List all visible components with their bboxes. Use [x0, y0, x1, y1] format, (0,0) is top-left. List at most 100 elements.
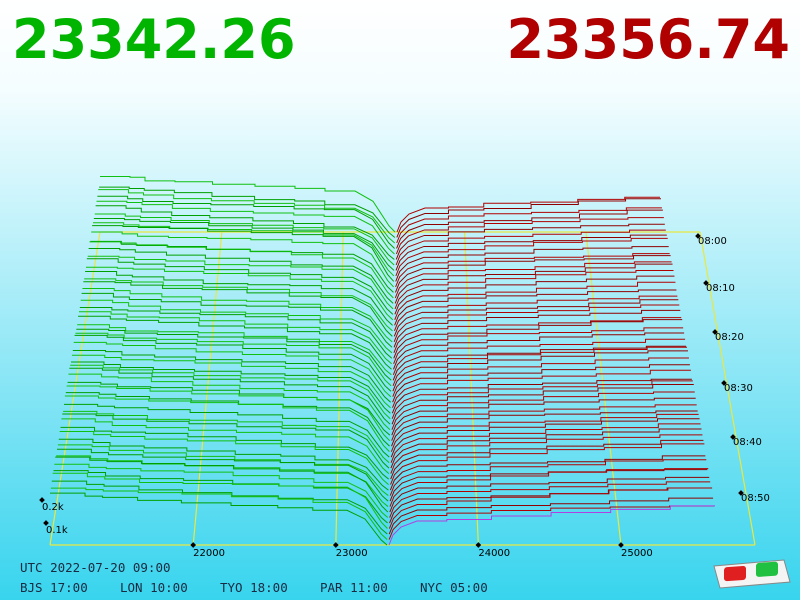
ask-depth-line	[395, 253, 670, 288]
bid-depth-line	[57, 448, 389, 502]
bid-depth-line	[87, 255, 394, 310]
bid-depth-line	[82, 287, 393, 343]
ask-depth-line	[389, 481, 711, 518]
bid-depth-line	[70, 364, 391, 420]
bid-depth-line	[69, 367, 391, 425]
bid-depth-line	[64, 395, 390, 452]
bid-depth-line	[71, 361, 391, 414]
ask-depth-line	[396, 198, 661, 238]
ask-depth-line	[396, 196, 660, 233]
bid-depth-line	[81, 292, 393, 348]
bid-depth-line	[92, 225, 395, 282]
ask-depth-line	[394, 269, 674, 310]
tick-marker	[721, 380, 727, 386]
city-time: PAR 11:00	[320, 580, 388, 595]
ask-depth-line	[389, 468, 709, 507]
bid-depth-line	[59, 431, 389, 485]
ask-depth-line	[388, 505, 715, 546]
tick-marker	[712, 329, 718, 335]
bid-depth-line	[55, 456, 389, 513]
bid-depth-line	[96, 200, 395, 255]
ask-depth-line	[395, 246, 669, 282]
bid-depth-line	[71, 354, 391, 409]
ask-depth-line	[391, 391, 695, 430]
axis-labels: 22000 23000 24000 25000 08:00 08:10 08:20 08:30…	[39, 233, 770, 559]
tick-marker	[618, 542, 624, 548]
ask-depth-line	[390, 434, 703, 474]
ask-depth-line	[390, 439, 704, 480]
tick-marker	[332, 542, 339, 548]
ask-depth-line	[394, 255, 671, 293]
ask-depth-line	[392, 350, 688, 392]
price-tick-label: 24000	[478, 548, 510, 559]
ask-depth-line	[394, 289, 677, 326]
depth-tick-label: 0.1k	[46, 525, 68, 536]
bid-depth-line	[84, 278, 393, 332]
ask-depth-line	[396, 209, 663, 249]
ask-depth-line	[392, 345, 687, 381]
ask-depth-line	[392, 369, 691, 408]
bid-depth-line	[91, 231, 394, 288]
bid-depth-line	[60, 426, 389, 480]
bid-depth-line	[97, 195, 395, 249]
ask-depth-line	[394, 263, 673, 304]
ask-depth-line	[393, 317, 682, 353]
ask-depth-line	[390, 418, 700, 458]
time-tick-label: 08:20	[715, 332, 744, 343]
bid-depth-line	[68, 373, 391, 431]
ask-depth-line	[392, 338, 686, 375]
price-tick-label: 25000	[621, 548, 653, 559]
ask-depth-line	[390, 423, 701, 463]
city-time: LON 10:00	[120, 580, 188, 595]
ask-depth-line	[391, 410, 698, 447]
bid-depth-line	[86, 258, 394, 315]
bid-depth-line	[74, 334, 392, 392]
bid-depth-line	[54, 463, 389, 518]
ask-depth-line	[394, 281, 676, 321]
bid-depth-line	[100, 175, 396, 233]
ask-depth-line	[390, 428, 702, 469]
tick-marker	[730, 434, 736, 440]
time-tick-label: 08:30	[724, 383, 753, 394]
floor-line	[463, 231, 479, 546]
ask-depth-line	[392, 357, 689, 397]
time-tick-label: 08:10	[706, 283, 735, 294]
bid-depth-line	[99, 186, 396, 238]
ask-depth-line	[389, 455, 706, 491]
city-times: BJS 17:00 LON 10:00 TYO 18:00 PAR 11:00 NYC …	[20, 580, 488, 595]
ask-depth-line	[391, 383, 694, 425]
bid-depth-line	[78, 315, 392, 370]
3d-glasses-icon[interactable]	[713, 559, 791, 589]
bid-depth-line	[62, 413, 390, 469]
ask-depth-line	[390, 443, 705, 485]
ask-depth-line	[394, 261, 672, 299]
ask-depth-line	[391, 380, 693, 419]
ask-depth-line	[389, 469, 708, 502]
tick-marker	[703, 280, 709, 286]
bid-price: 23342.26	[12, 8, 296, 71]
ask-depth-line	[393, 309, 681, 348]
city-time: BJS 17:00	[20, 580, 88, 595]
bid-depth-line	[88, 247, 394, 304]
ask-depth-line	[388, 505, 715, 540]
ask-depth-line	[396, 207, 662, 244]
ask-depth-line	[393, 332, 685, 370]
bid-depth-line	[98, 189, 396, 244]
ask-depth-line	[395, 217, 664, 255]
bid-depth-line	[95, 205, 395, 260]
ask-depth-line	[394, 275, 675, 315]
floor-line	[699, 231, 756, 546]
ask-depth-line	[390, 413, 699, 452]
bid-depth-line	[85, 270, 393, 326]
depth-tick-label: 0.2k	[42, 502, 64, 513]
bid-depth-line	[85, 266, 394, 321]
bid-depth-line	[80, 299, 393, 354]
ask-depth-line	[388, 497, 714, 535]
ask-price: 23356.74	[506, 8, 790, 71]
ask-depth-line	[389, 476, 710, 513]
bid-depth-line	[50, 487, 388, 540]
bid-depth-line	[94, 213, 395, 266]
